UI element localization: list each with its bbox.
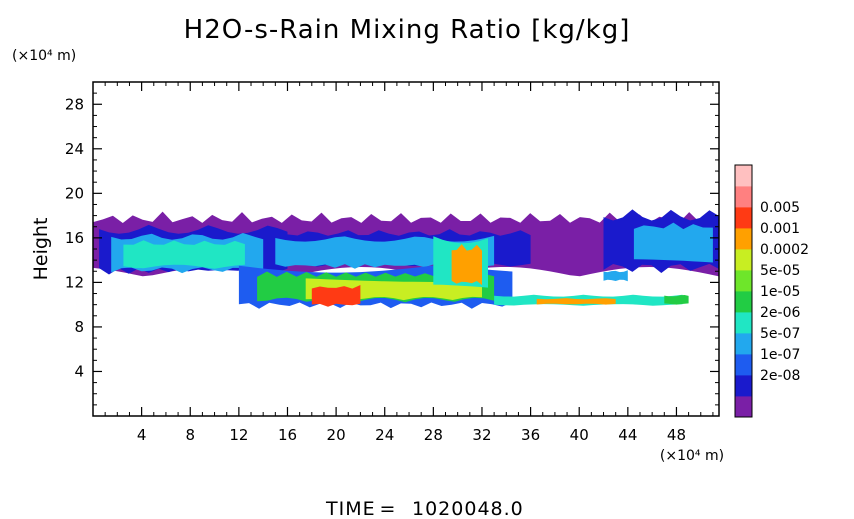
field-region <box>123 240 245 269</box>
time-label: TIME <box>325 498 376 519</box>
colorbar-label: 2e-06 <box>760 305 800 321</box>
colorbar-label: 1e-07 <box>760 347 800 363</box>
colorbar-swatch <box>735 396 752 418</box>
field-region <box>603 270 628 282</box>
x-tick-label: 8 <box>185 426 195 444</box>
colorbar-label: 2e-08 <box>760 368 800 384</box>
y-axis-unit: (×10⁴ m) <box>12 48 76 64</box>
y-tick-label: 24 <box>65 140 84 158</box>
field-region <box>536 298 616 305</box>
x-tick-label: 40 <box>570 426 589 444</box>
x-tick-label: 48 <box>667 426 686 444</box>
colorbar-swatch <box>735 249 752 271</box>
field-region <box>664 295 689 305</box>
colorbar-label: 1e-05 <box>760 284 800 300</box>
colorbar-swatch <box>735 270 752 292</box>
field-region <box>451 244 482 286</box>
colorbar-label: 0.0002 <box>760 242 809 258</box>
x-tick-label: 44 <box>618 426 637 444</box>
x-tick-label: 24 <box>375 426 394 444</box>
colorbar-swatch <box>735 333 752 355</box>
x-tick-label: 28 <box>424 426 443 444</box>
colorbar-label: 5e-05 <box>760 263 800 279</box>
x-tick-label: 12 <box>229 426 248 444</box>
time-equals: = <box>380 498 397 519</box>
y-tick-label: 12 <box>65 273 84 291</box>
x-tick-label: 32 <box>472 426 491 444</box>
x-tick-label: 36 <box>521 426 540 444</box>
y-tick-label: 4 <box>74 362 84 380</box>
colorbar-label: 5e-07 <box>760 326 800 342</box>
y-tick-label: 28 <box>65 95 84 113</box>
colorbar-swatch <box>735 207 752 229</box>
y-tick-label: 16 <box>65 229 84 247</box>
colorbar-swatch <box>735 354 752 376</box>
y-tick-label: 20 <box>65 184 84 202</box>
colorbar-label: 0.005 <box>760 200 800 216</box>
colorbar-swatch <box>735 375 752 397</box>
time-value: 1020048.0 <box>412 498 524 519</box>
x-tick-label: 16 <box>278 426 297 444</box>
x-tick-label: 4 <box>137 426 147 444</box>
colorbar-swatch <box>735 291 752 313</box>
x-axis-unit: (×10⁴ m) <box>660 448 724 464</box>
field-region <box>633 222 713 263</box>
mixing-ratio-field <box>93 209 719 309</box>
colorbar-swatch <box>735 186 752 208</box>
colorbar-frame <box>734 164 753 418</box>
colorbar: 0.005 0.001 0.0002 5e-05 1e-05 2e-06 5e-07 1e-0… <box>734 164 809 418</box>
colorbar-swatch <box>735 312 752 334</box>
colorbar-label: 0.001 <box>760 221 800 237</box>
field-region <box>311 285 361 307</box>
colorbar-swatch <box>735 165 752 187</box>
x-tick-label: 20 <box>327 426 346 444</box>
colorbar-swatch <box>735 228 752 250</box>
y-axis-label: Height <box>30 218 52 281</box>
y-tick-label: 8 <box>74 318 84 336</box>
chart-title: H2O-s-Rain Mixing Ratio [kg/kg] <box>184 15 631 45</box>
